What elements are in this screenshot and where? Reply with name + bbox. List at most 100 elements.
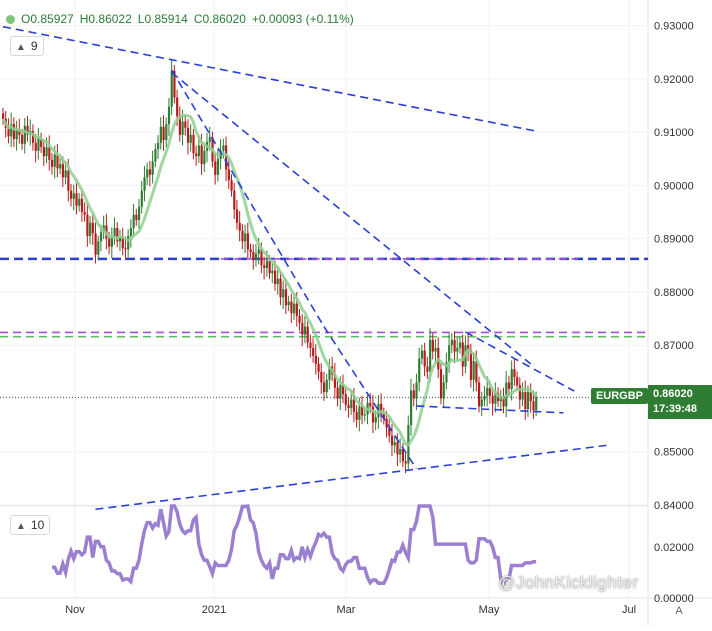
candle-up <box>399 449 402 455</box>
bar-countdown: 17:39:48 <box>653 403 698 415</box>
price-tick-label: 0.93000 <box>654 21 694 33</box>
candle-down <box>178 116 181 135</box>
candle-up <box>165 124 168 141</box>
oscillator-tick-label: 0.00000 <box>654 593 694 605</box>
candle-up <box>99 232 103 242</box>
watermark: @JohnKicklighter <box>498 573 639 592</box>
candle-down <box>176 97 179 117</box>
horizontal-levels <box>0 257 648 338</box>
candle-down <box>195 153 198 157</box>
candle-down <box>42 147 45 157</box>
candle-down <box>268 261 271 274</box>
oscillator-indicator-chip[interactable]: ▲ 10 <box>10 515 51 535</box>
candle-up <box>78 198 81 206</box>
candle-up <box>374 417 377 423</box>
ma-indicator-chip[interactable]: ▲ 9 <box>10 36 44 56</box>
candle-down <box>91 222 94 234</box>
oscillator-line <box>52 503 537 589</box>
candle-up <box>339 385 342 399</box>
chevron-up-icon[interactable]: ▲ <box>16 42 26 53</box>
ma-length: 9 <box>30 39 38 53</box>
candle-up <box>97 241 100 255</box>
candle-down <box>380 403 383 414</box>
candle-down <box>478 382 481 407</box>
candle-down <box>18 129 21 135</box>
candle-up <box>434 347 437 352</box>
candle-down <box>423 350 426 367</box>
candle-down <box>279 278 282 298</box>
candle-down <box>461 342 464 367</box>
time-axis: Nov 2021 Mar May Jul <box>65 604 636 616</box>
chevron-up-icon[interactable]: ▲ <box>16 521 26 532</box>
candle-down <box>238 222 241 231</box>
candle-down <box>453 339 456 352</box>
candle-down <box>298 315 301 323</box>
candle-down <box>309 342 312 348</box>
candle-down <box>524 392 527 410</box>
candle-down <box>108 238 111 247</box>
price-tick-label: 0.87000 <box>654 340 694 352</box>
candle-up <box>350 399 353 409</box>
time-tick-label: May <box>479 604 500 616</box>
candle-up <box>127 236 130 250</box>
trendline <box>170 69 325 327</box>
candle-down <box>7 127 10 137</box>
auto-scale-button[interactable]: A <box>675 605 683 617</box>
candle-up <box>442 382 445 399</box>
price-tick-label: 0.85000 <box>654 447 694 459</box>
candle-down <box>475 361 478 383</box>
candle-down <box>347 404 350 409</box>
candle-up <box>140 190 143 207</box>
candle-up <box>167 106 171 125</box>
candle-up <box>456 347 459 352</box>
candle-down <box>173 70 176 98</box>
candle-up <box>429 339 432 372</box>
candle-up <box>415 382 418 399</box>
candle-down <box>502 397 505 407</box>
candle-up <box>222 145 225 151</box>
candle-up <box>363 414 366 416</box>
candle-down <box>369 402 372 407</box>
candle-down <box>116 228 119 242</box>
grid <box>0 0 648 598</box>
candle-up <box>393 442 396 446</box>
candle-down <box>507 382 511 389</box>
candle-up <box>377 403 380 418</box>
candle-up <box>151 161 154 175</box>
candle-up <box>146 169 149 178</box>
candles <box>2 60 538 474</box>
candle-down <box>162 126 165 141</box>
trendline <box>323 326 418 470</box>
candle-up <box>458 342 462 348</box>
candle-up <box>159 126 162 143</box>
candle-down <box>263 265 266 268</box>
oscillator-length: 10 <box>30 518 45 532</box>
candle-up <box>113 228 116 237</box>
candle-up <box>110 236 113 247</box>
ohlc-close: C0.86020 <box>193 12 246 26</box>
candle-up <box>445 362 448 383</box>
candle-up <box>143 177 146 191</box>
candle-down <box>516 377 519 386</box>
candle-up <box>45 147 48 157</box>
status-dot-icon <box>6 14 15 24</box>
candle-down <box>40 138 43 148</box>
candle-down <box>214 161 217 175</box>
candle-up <box>448 345 451 363</box>
candle-up <box>287 301 290 306</box>
candle-down <box>401 449 405 462</box>
ohlc-high: H0.86022 <box>79 12 132 26</box>
candle-down <box>2 113 5 119</box>
candle-up <box>118 237 122 242</box>
candle-down <box>513 369 516 378</box>
candle-up <box>271 270 274 274</box>
candle-up <box>157 142 160 150</box>
candle-up <box>257 249 260 254</box>
price-axis: 0.93000 0.92000 0.91000 0.90000 0.89000 0.880… <box>654 21 694 512</box>
candle-up <box>244 233 247 242</box>
candle-down <box>488 387 492 396</box>
candle-down <box>56 154 59 169</box>
candle-down <box>467 345 470 351</box>
